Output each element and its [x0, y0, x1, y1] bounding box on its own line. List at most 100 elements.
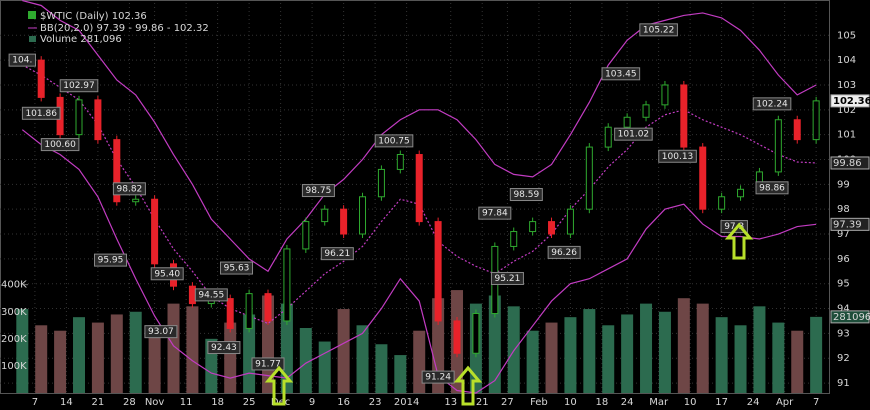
volume-bar — [715, 317, 728, 393]
x-tick-label: 23 — [369, 397, 382, 408]
candle — [548, 221, 556, 235]
x-tick-label: 25 — [243, 397, 256, 408]
volume-bar — [791, 330, 804, 393]
x-tick-label: 16 — [337, 397, 350, 408]
volume-bar — [186, 306, 199, 393]
annotation-box — [374, 134, 414, 148]
annotation-box — [639, 23, 678, 37]
annotation-label: 97.3 — [724, 222, 744, 232]
annotation-box — [601, 67, 641, 81]
annotation-box — [8, 53, 37, 67]
x-tick-label: 14 — [60, 397, 73, 408]
volume-bar — [602, 325, 615, 393]
candle — [434, 221, 442, 322]
candle — [472, 313, 480, 354]
price-marker-label: 99.86 — [833, 158, 862, 169]
x-tick-label: 18 — [211, 397, 224, 408]
annotation-label: 91.77 — [255, 359, 281, 369]
volume-bar — [110, 314, 123, 393]
annotation-box — [220, 261, 254, 275]
annotation-box — [509, 188, 543, 202]
arrow — [453, 365, 483, 406]
volume-bar — [280, 303, 293, 393]
x-tick-label: 21 — [476, 397, 489, 408]
candle — [340, 208, 348, 235]
candle — [151, 198, 159, 265]
price-marker-label: 97.39 — [833, 219, 862, 230]
annotation-label: 91.24 — [425, 373, 451, 383]
x-tick-label: Feb — [530, 397, 548, 408]
volume-bar — [337, 309, 350, 393]
volume-marker — [830, 310, 870, 324]
candle — [132, 198, 140, 203]
y-tick-label: 96 — [837, 254, 850, 265]
volume-marker-label: 281096 — [833, 312, 870, 323]
candle — [188, 285, 196, 305]
candle — [718, 196, 726, 210]
annotation-label: 101.02 — [618, 130, 650, 140]
volume-bar — [488, 295, 501, 393]
annotation-label: 105.22 — [643, 25, 675, 35]
volume-bar — [621, 314, 634, 393]
candle — [699, 146, 707, 210]
y-tick-label: 102 — [837, 105, 856, 116]
annotation-label: 96.21 — [324, 249, 350, 259]
volume-bar — [734, 325, 747, 393]
volume-bar — [677, 298, 690, 393]
x-tick-label: 24 — [621, 397, 634, 408]
candle — [396, 154, 404, 170]
x-tick-label: Mar — [649, 397, 669, 408]
annotation-box — [194, 288, 228, 302]
candle — [321, 208, 329, 223]
annotation-label: 93.07 — [148, 327, 174, 337]
annotation-label: 96.26 — [551, 248, 577, 258]
volume-bar — [224, 322, 237, 393]
volume-bar — [640, 303, 653, 393]
volume-bar — [526, 330, 539, 393]
y2-tick-label: 400K — [1, 280, 27, 291]
x-tick-label: 9 — [309, 397, 315, 408]
annotation-label: 101.86 — [25, 109, 57, 119]
candle — [774, 119, 782, 173]
y2-tick-label: 300K — [1, 307, 27, 318]
volume-bar — [507, 306, 520, 393]
volume-bar — [129, 311, 142, 393]
price-marker-label: 102.36 — [833, 96, 870, 107]
candle — [585, 146, 593, 210]
price-marker — [830, 217, 870, 231]
annotation-label: 98.75 — [306, 186, 332, 196]
y-tick-label: 97 — [837, 229, 850, 240]
annotation-box — [421, 370, 455, 384]
annotation-label: 100.75 — [378, 136, 410, 146]
volume-bar — [658, 311, 671, 393]
y-tick-label: 99 — [837, 179, 850, 190]
candle — [680, 84, 688, 148]
candle — [226, 298, 234, 329]
x-tick-label: 7 — [32, 397, 38, 408]
annotation-label: 95.21 — [495, 274, 521, 284]
legend-swatch — [29, 36, 36, 42]
y-tick-label: 94 — [837, 304, 850, 315]
volume-bar — [73, 317, 86, 393]
candle — [737, 188, 745, 198]
candle — [75, 99, 83, 136]
annotation-label: 98.59 — [513, 190, 539, 200]
annotation-label: 104. — [12, 56, 32, 66]
annotation-label: 95.95 — [98, 256, 124, 266]
volume-bar — [394, 355, 407, 393]
candle — [661, 84, 669, 106]
annotation-box — [490, 271, 524, 285]
volume-bar — [545, 322, 558, 393]
volume-bar — [413, 330, 426, 393]
annotation-label: 100.13 — [662, 152, 694, 162]
volume-bar — [375, 344, 388, 393]
x-tick-label: 28 — [123, 397, 136, 408]
x-tick-label: 2014 — [394, 397, 419, 408]
x-tick-label: 18 — [596, 397, 609, 408]
annotation-box — [21, 106, 61, 120]
y2-tick-label: 100K — [1, 361, 27, 372]
annotation-label: 92.43 — [211, 343, 237, 353]
candle — [453, 320, 461, 354]
